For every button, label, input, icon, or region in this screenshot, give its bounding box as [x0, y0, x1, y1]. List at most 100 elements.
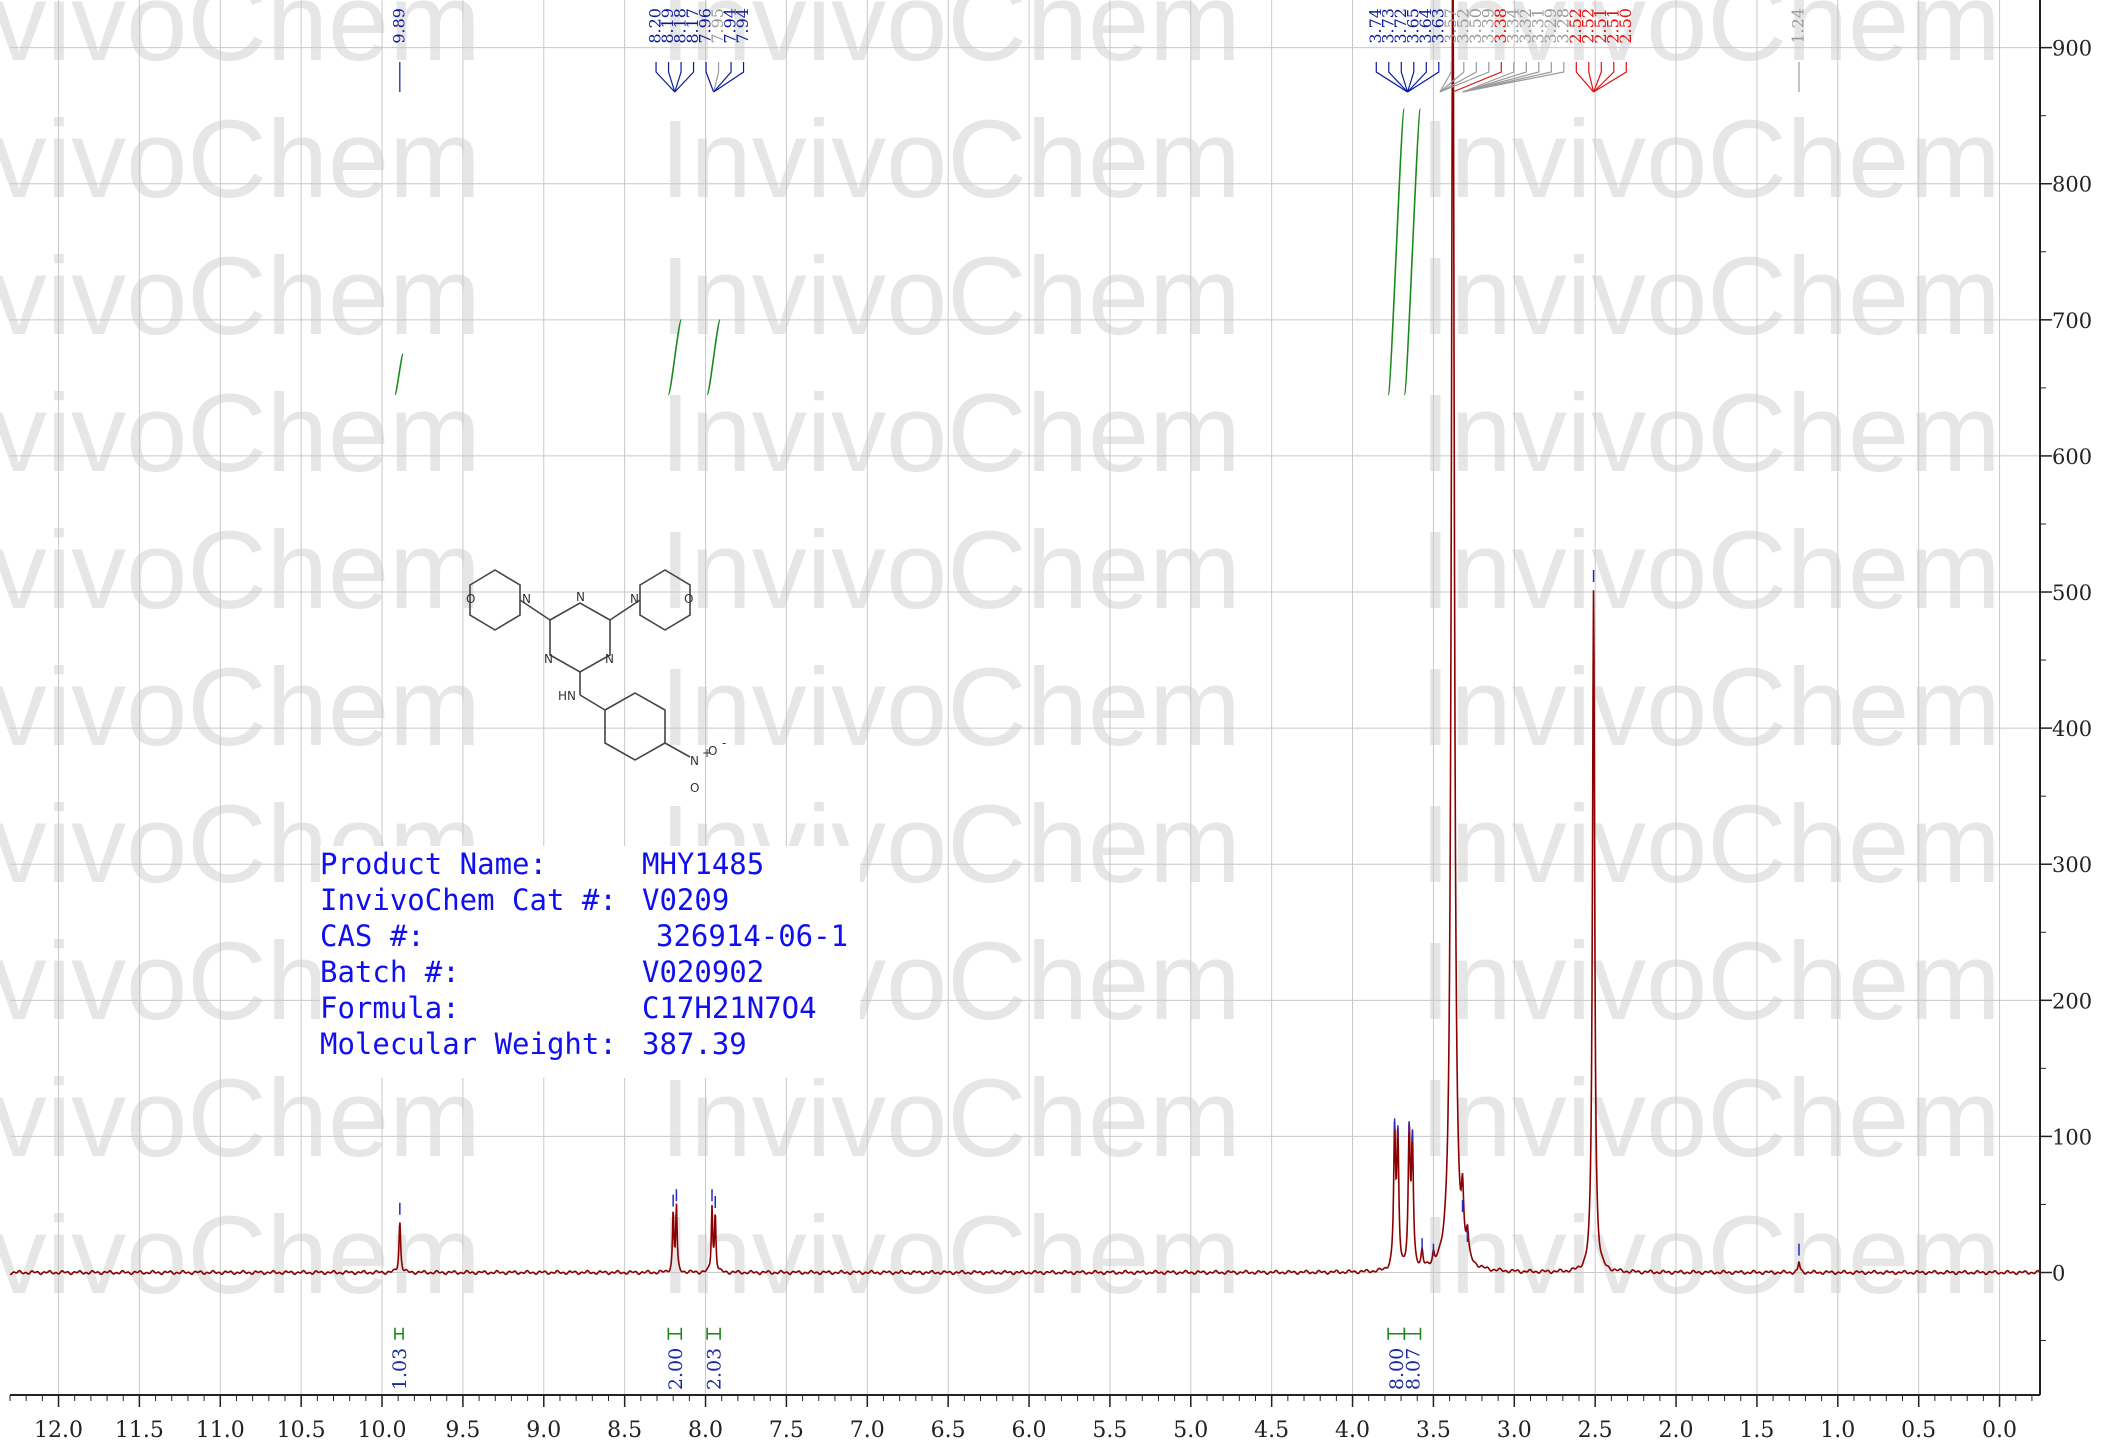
- peak-label: 8.20: [646, 8, 665, 44]
- peak-label: 3.64: [1416, 8, 1435, 44]
- peak-label: 3.72: [1391, 8, 1410, 44]
- peak-label-connector: [1406, 62, 1415, 93]
- peak-label: 3.73: [1378, 8, 1397, 44]
- peak-label: 3.29: [1541, 8, 1560, 44]
- peak-label: 2.51: [1603, 8, 1622, 44]
- y-tick-label: 900: [2052, 37, 2092, 61]
- peak-label-connector: [1462, 62, 1552, 93]
- integral-value-label: 8.00: [1386, 1348, 1408, 1390]
- y-tick-label: 800: [2052, 173, 2092, 197]
- y-tick-label: 600: [2052, 445, 2092, 469]
- atom-label: O: [708, 744, 717, 758]
- y-tick-label: 400: [2052, 717, 2092, 741]
- peak-label: 3.34: [1503, 8, 1522, 44]
- x-tick-label: 8.0: [688, 1418, 723, 1443]
- peak-label-connector: [1462, 62, 1565, 93]
- x-tick-label: 11.0: [196, 1418, 245, 1443]
- watermark-text: InvivoChem: [660, 1194, 1241, 1317]
- peak-label-connector: [674, 62, 682, 93]
- integral-value-label: 2.03: [704, 1348, 726, 1390]
- morpholine-ring-right: [639, 569, 691, 631]
- peak-label-connector: [1439, 62, 1477, 93]
- integral-curve: [394, 353, 404, 396]
- cas-label: CAS #:: [320, 919, 425, 953]
- peak-label-connector: [713, 62, 745, 93]
- grid-layer: [10, 0, 2040, 1395]
- integral-value-label: 2.00: [665, 1348, 687, 1390]
- spectrum-layer: [9, 0, 2041, 1276]
- integral-curve: [1387, 108, 1406, 396]
- peak-label-connector: [1439, 62, 1452, 93]
- x-tick-label: 10.0: [358, 1418, 407, 1443]
- info-row-batch: Batch #: V020902: [320, 954, 860, 990]
- y-tick-label: 0: [2052, 1262, 2065, 1286]
- peak-label-connector: [1439, 62, 1490, 93]
- molecule-structure: O N N N N N O HN N O O - +: [466, 569, 726, 795]
- morpholine-ring-left: [469, 569, 521, 631]
- atom-label: O: [684, 592, 693, 606]
- peak-label-connector: [1462, 62, 1515, 93]
- spectrum-line: [9, 0, 2041, 1276]
- watermark-text: InvivoChem: [0, 235, 481, 358]
- x-tick-label: 8.5: [607, 1418, 642, 1443]
- peak-label: 7.95: [708, 8, 727, 44]
- product-name-value: MHY1485: [642, 847, 765, 881]
- info-row-cas: CAS #: 326914-06-1: [320, 918, 860, 954]
- info-row-product-name: Product Name: MHY1485: [320, 846, 860, 882]
- peak-label: 7.94: [733, 8, 752, 44]
- peak-label-connector: [655, 62, 676, 93]
- atom-label: N: [605, 652, 614, 666]
- watermark-text: InvivoChem: [1420, 920, 2001, 1043]
- watermark-text: InvivoChem: [0, 372, 481, 495]
- peak-label: 2.50: [1616, 8, 1635, 44]
- atom-label: N: [690, 754, 699, 768]
- watermark-text: InvivoChem: [660, 372, 1241, 495]
- peak-label-connector: [705, 62, 715, 93]
- watermark-text: InvivoChem: [1420, 1057, 2001, 1180]
- x-tick-label: 2.5: [1578, 1418, 1613, 1443]
- x-tick-label: 12.0: [34, 1418, 83, 1443]
- watermark-text: InvivoChem: [0, 0, 481, 84]
- watermark-text: InvivoChem: [1420, 372, 2001, 495]
- x-tick-label: 7.5: [769, 1418, 804, 1443]
- peak-label: 8.17: [683, 8, 702, 44]
- x-tick-label: 5.5: [1092, 1418, 1127, 1443]
- watermark-text: InvivoChem: [0, 1194, 481, 1317]
- product-info-box: Product Name: MHY1485 InvivoChem Cat #: …: [320, 846, 860, 1078]
- watermark-layer: InvivoChem InvivoChem InvivoChem InvivoChem…: [0, 0, 2001, 1317]
- atom-label: HN: [558, 689, 576, 703]
- info-row-formula: Formula: C17H21N7O4: [320, 990, 860, 1026]
- peak-label-connector: [1588, 62, 1595, 93]
- x-tick-label: 9.0: [526, 1418, 561, 1443]
- atom-label: O: [690, 781, 699, 795]
- watermark-text: InvivoChem: [1420, 235, 2001, 358]
- peak-label-connector: [713, 62, 732, 93]
- x-tick-label: 1.0: [1820, 1418, 1855, 1443]
- y-tick-label: 700: [2052, 309, 2092, 333]
- y-tick-label: 500: [2052, 581, 2092, 605]
- mw-value: 387.39: [642, 1027, 747, 1061]
- peak-label: 1.24: [1788, 8, 1807, 44]
- y-tick-label: 100: [2052, 1125, 2092, 1149]
- x-tick-label: 10.5: [277, 1418, 326, 1443]
- cas-value: 326914-06-1: [656, 919, 849, 953]
- x-tick-label: 2.0: [1659, 1418, 1694, 1443]
- mw-label: Molecular Weight:: [320, 1027, 617, 1061]
- peak-label: 3.28: [1553, 8, 1572, 44]
- x-tick-label: 6.5: [931, 1418, 966, 1443]
- watermark-text: InvivoChem: [660, 235, 1241, 358]
- peak-label: 3.31: [1528, 8, 1547, 44]
- peak-label-connector: [1452, 62, 1502, 93]
- peak-label: 3.38: [1491, 8, 1510, 44]
- peak-label: 8.18: [671, 8, 690, 44]
- formula-value: C17H21N7O4: [642, 991, 817, 1025]
- peak-label: 3.50: [1466, 8, 1485, 44]
- watermark-text: InvivoChem: [0, 509, 481, 632]
- watermark-text: InvivoChem: [1420, 98, 2001, 221]
- peak-label-layer: 9.89 8.208.198.188.177.967.957.947.94 3.74…: [389, 8, 1807, 93]
- triazine-ring: [549, 602, 611, 673]
- integral-value-label: 1.03: [389, 1348, 411, 1390]
- watermark-text: InvivoChem: [660, 0, 1241, 84]
- atom-label: +: [702, 746, 712, 760]
